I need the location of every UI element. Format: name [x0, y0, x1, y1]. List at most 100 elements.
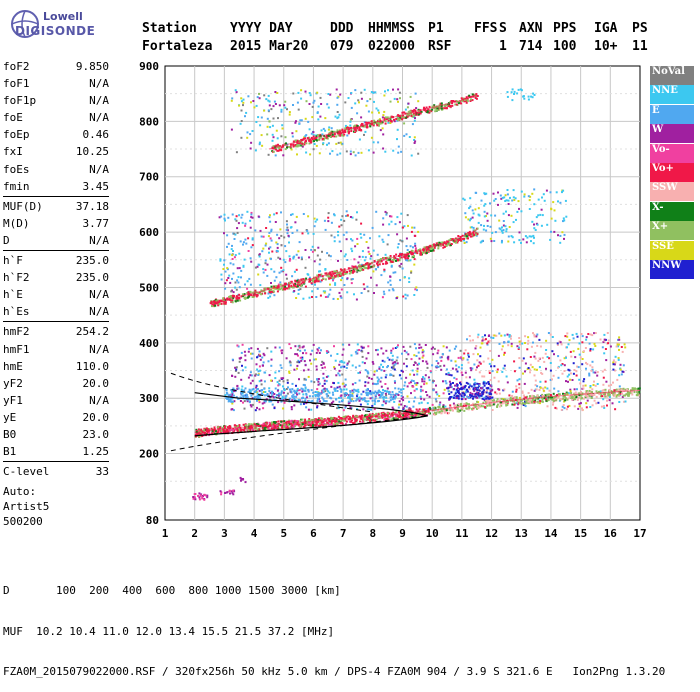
echo-point — [377, 413, 379, 415]
echo-point — [290, 390, 292, 392]
echo-point — [315, 418, 317, 420]
echo-point — [283, 420, 285, 422]
echo-point — [364, 288, 366, 290]
echo-point — [230, 399, 232, 401]
echo-point — [512, 88, 514, 90]
echo-point — [227, 398, 229, 400]
echo-point — [311, 296, 313, 298]
echo-point — [242, 395, 244, 397]
echo-point — [333, 345, 335, 347]
echo-point — [291, 275, 293, 277]
echo-point — [440, 360, 442, 362]
echo-point — [269, 104, 271, 106]
echo-point — [332, 277, 334, 279]
echo-point — [531, 395, 533, 397]
echo-point — [316, 365, 318, 367]
echo-point — [298, 123, 300, 125]
echo-point — [296, 216, 298, 218]
echo-point — [335, 143, 337, 145]
echo-point — [292, 383, 294, 385]
echo-point — [399, 239, 401, 241]
echo-point — [390, 260, 392, 262]
echo-point — [461, 372, 463, 374]
echo-point — [405, 377, 407, 379]
echo-point — [493, 403, 495, 405]
echo-point — [530, 96, 532, 98]
echo-point — [613, 359, 615, 361]
echo-point — [637, 393, 639, 395]
echo-point — [561, 409, 563, 411]
echo-point — [310, 249, 312, 251]
echo-point — [351, 107, 353, 109]
echo-point — [588, 373, 590, 375]
echo-point — [286, 227, 288, 229]
echo-point — [271, 240, 273, 242]
echo-point — [457, 235, 459, 237]
echo-point — [554, 407, 556, 409]
echo-point — [333, 382, 335, 384]
echo-point — [232, 301, 234, 303]
echo-point — [268, 216, 270, 218]
echo-point — [469, 392, 471, 394]
echo-point — [404, 405, 406, 407]
echo-point — [556, 191, 558, 193]
echo-point — [491, 397, 493, 399]
echo-point — [589, 395, 591, 397]
echo-point — [275, 103, 277, 105]
echo-point — [269, 296, 271, 298]
echo-point — [346, 231, 348, 233]
echo-point — [291, 226, 293, 228]
echo-point — [507, 381, 509, 383]
echo-point — [279, 258, 281, 260]
echo-point — [579, 354, 581, 356]
echo-point — [498, 380, 500, 382]
echo-point — [261, 134, 263, 136]
echo-point — [244, 400, 246, 402]
echo-point — [499, 343, 501, 345]
echo-point — [270, 351, 272, 353]
echo-point — [486, 405, 488, 407]
echo-point — [250, 148, 252, 150]
echo-point — [543, 193, 545, 195]
echo-point — [382, 133, 384, 135]
echo-point — [262, 428, 264, 430]
echo-point — [277, 257, 279, 259]
echo-point — [365, 256, 367, 258]
echo-point — [485, 398, 487, 400]
echo-point — [518, 383, 520, 385]
echo-point — [242, 222, 244, 224]
echo-point — [223, 303, 225, 305]
echo-point — [269, 422, 271, 424]
echo-point — [434, 348, 436, 350]
echo-point — [199, 498, 201, 500]
echo-point — [284, 389, 286, 391]
echo-point — [267, 264, 269, 266]
echo-point — [406, 245, 408, 247]
echo-point — [434, 247, 436, 249]
echo-point — [330, 386, 332, 388]
echo-point — [287, 379, 289, 381]
echo-point — [467, 237, 469, 239]
echo-point — [425, 391, 427, 393]
echo-point — [522, 402, 524, 404]
echo-point — [432, 353, 434, 355]
echo-point — [319, 152, 321, 154]
echo-point — [341, 361, 343, 363]
echo-point — [282, 396, 284, 398]
echo-point — [580, 402, 582, 404]
echo-point — [408, 277, 410, 279]
echo-point — [298, 361, 300, 363]
echo-point — [411, 155, 413, 157]
echo-point — [230, 394, 232, 396]
echo-point — [294, 280, 296, 282]
echo-point — [482, 340, 484, 342]
echo-point — [622, 371, 624, 373]
echo-point — [355, 400, 357, 402]
echo-point — [368, 111, 370, 113]
echo-point — [349, 125, 351, 127]
echo-point — [360, 393, 362, 395]
echo-point — [262, 407, 264, 409]
echo-point — [619, 385, 621, 387]
echo-point — [382, 353, 384, 355]
echo-point — [224, 218, 226, 220]
